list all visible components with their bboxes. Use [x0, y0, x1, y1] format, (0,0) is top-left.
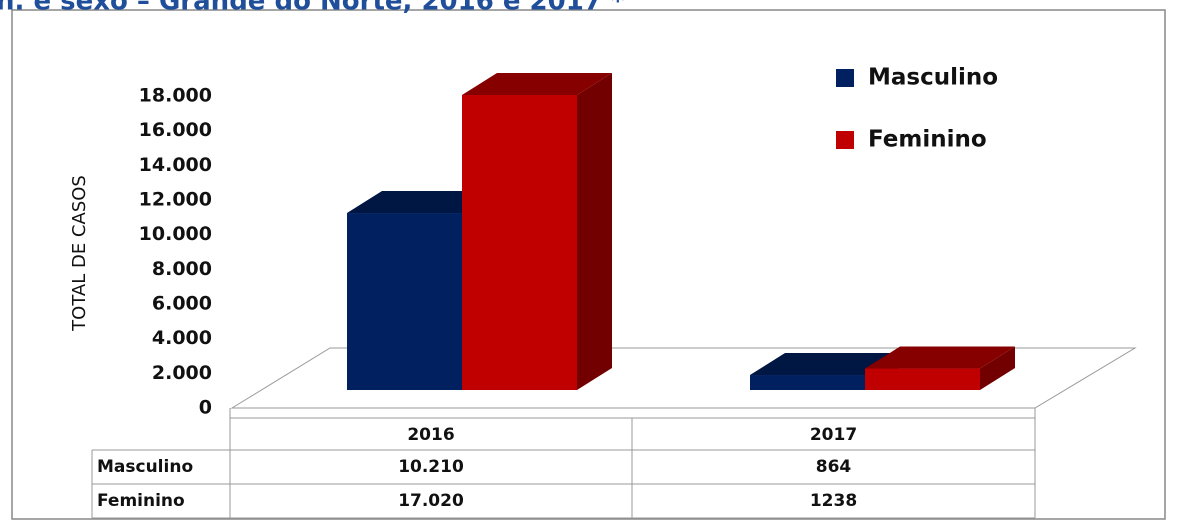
y-tick-label: 6.000 — [152, 293, 212, 315]
y-tick-label: 4.000 — [152, 327, 212, 349]
legend-label: Feminino — [868, 127, 987, 153]
bar — [750, 375, 865, 390]
bar — [347, 213, 462, 390]
table-value: 864 — [816, 457, 852, 477]
legend-swatch — [836, 131, 854, 149]
bar — [865, 368, 980, 390]
y-tick-label: 18.000 — [139, 85, 212, 107]
table-value: 1238 — [810, 491, 857, 511]
y-tick-label: 8.000 — [152, 258, 212, 280]
bar-top — [462, 72, 612, 95]
y-tick-label: 12.000 — [139, 189, 212, 211]
y-tick-label: 16.000 — [139, 119, 212, 141]
y-tick-label: 2.000 — [152, 362, 212, 384]
table-header: 2017 — [810, 425, 857, 445]
table-value: 17.020 — [398, 491, 464, 511]
chart-title: n. e sexo – Grande do Norte, 2016 e 2017… — [0, 0, 625, 17]
y-tick-label: 14.000 — [139, 154, 212, 176]
y-tick-label: 0 — [199, 397, 212, 419]
bar-top — [750, 353, 900, 376]
y-axis-label: TOTAL DE CASOS — [69, 175, 90, 332]
table-value: 10.210 — [398, 457, 464, 477]
table-row-label: Feminino — [97, 491, 185, 511]
bar — [462, 94, 577, 390]
bar-top — [347, 191, 497, 214]
y-tick-label: 10.000 — [139, 223, 212, 245]
bar-top — [865, 346, 1015, 369]
bar-side — [980, 346, 1015, 390]
table-row-label: Masculino — [97, 457, 193, 477]
table-header: 2016 — [407, 425, 454, 445]
bar-side — [577, 72, 612, 390]
legend-swatch — [836, 69, 854, 87]
legend-label: Masculino — [868, 65, 998, 91]
